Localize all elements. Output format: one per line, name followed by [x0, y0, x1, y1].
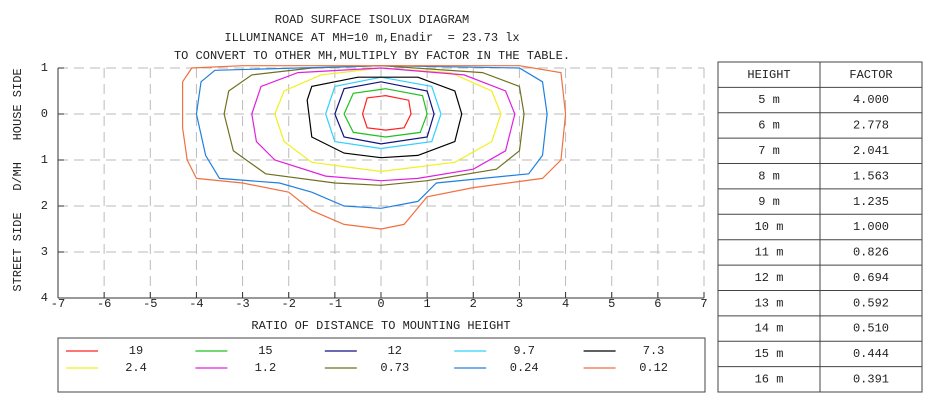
table-cell: 0.694 [853, 271, 889, 285]
legend-label: 15 [258, 344, 272, 358]
y-tick-label: 4 [41, 291, 48, 305]
y-tick-label: 2 [41, 199, 48, 213]
isolux-contour [343, 88, 428, 138]
table-cell: 0.592 [853, 296, 889, 310]
legend-label: 19 [129, 344, 143, 358]
table-cell: 15 m [755, 347, 784, 361]
isolux-contour [306, 76, 463, 159]
isolux-contour [324, 76, 442, 150]
y-axis-label: STREET SIDE D/MH HOUSE SIDE [11, 68, 25, 291]
legend-box [57, 337, 706, 393]
isolux-contour [223, 65, 525, 186]
x-tick-label: 2 [470, 297, 477, 311]
x-tick-label: -6 [97, 297, 111, 311]
table-header: FACTOR [849, 68, 892, 82]
isolux-contour [274, 67, 502, 173]
table-cell: 16 m [755, 372, 784, 386]
x-axis-label: RATIO OF DISTANCE TO MOUNTING HEIGHT [251, 319, 510, 333]
x-tick-label: -1 [328, 297, 342, 311]
x-tick-label: 1 [424, 297, 431, 311]
table-cell: 0.826 [853, 246, 889, 260]
legend-label: 9.7 [513, 344, 535, 358]
x-tick-label: -7 [51, 297, 65, 311]
legend-label: 0.24 [510, 361, 539, 375]
isolux-contour [334, 81, 435, 145]
table-cell: 14 m [755, 322, 784, 336]
table-cell: 0.391 [853, 372, 889, 386]
isolux-contour [195, 65, 548, 209]
table-cell: 5 m [758, 93, 780, 107]
title-line: ILLUMINANCE AT MH=10 m,Enadir = 23.73 lx [224, 31, 519, 45]
isolux-contour [251, 67, 516, 182]
table-cell: 10 m [755, 220, 784, 234]
x-tick-label: -4 [189, 297, 203, 311]
legend-label: 0.12 [639, 361, 668, 375]
table-cell: 0.510 [853, 322, 889, 336]
x-tick-label: 4 [562, 297, 569, 311]
legend-label: 1.2 [255, 361, 277, 375]
table-cell: 0.444 [853, 347, 889, 361]
isolux-contour [181, 65, 567, 230]
legend-label: 12 [388, 344, 402, 358]
x-tick-label: -5 [143, 297, 157, 311]
y-tick-label: 3 [41, 245, 48, 259]
table-cell: 2.778 [853, 119, 889, 133]
table-cell: 1.235 [853, 195, 889, 209]
table-cell: 6 m [758, 119, 780, 133]
table-cell: 7 m [758, 144, 780, 158]
x-tick-label: -3 [235, 297, 249, 311]
table-cell: 12 m [755, 271, 784, 285]
y-tick-label: 0 [41, 107, 48, 121]
table-header: HEIGHT [747, 68, 790, 82]
table-cell: 8 m [758, 169, 780, 183]
x-tick-label: 6 [654, 297, 661, 311]
title-line: TO CONVERT TO OTHER MH,MULTIPLY BY FACTO… [174, 49, 570, 63]
title-line: ROAD SURFACE ISOLUX DIAGRAM [275, 13, 469, 27]
y-tick-label: 1 [41, 61, 48, 75]
table-cell: 11 m [755, 246, 784, 260]
x-tick-label: 7 [700, 297, 707, 311]
table-cell: 4.000 [853, 93, 889, 107]
legend-label: 7.3 [643, 344, 665, 358]
legend-label: 2.4 [125, 361, 147, 375]
table-cell: 9 m [758, 195, 780, 209]
table-cell: 2.041 [853, 144, 889, 158]
legend-label: 0.73 [380, 361, 409, 375]
isolux-contour [361, 94, 412, 131]
table-cell: 13 m [755, 296, 784, 310]
table-cell: 1.000 [853, 220, 889, 234]
x-tick-label: -2 [282, 297, 296, 311]
x-tick-label: 5 [608, 297, 615, 311]
x-tick-label: 3 [516, 297, 523, 311]
table-cell: 1.563 [853, 169, 889, 183]
y-tick-label: 1 [41, 153, 48, 167]
x-tick-label: 0 [377, 297, 384, 311]
